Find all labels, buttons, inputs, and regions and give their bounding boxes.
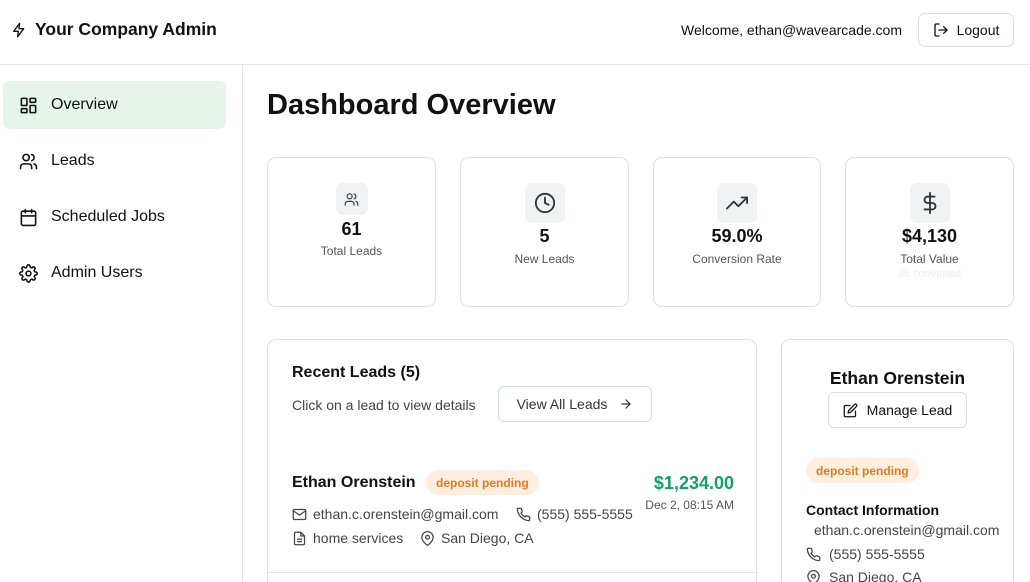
detail-phone: (555) 555-5555 bbox=[806, 546, 925, 562]
lead-row[interactable]: Ethan Orenstein deposit pending $1,234.0… bbox=[268, 452, 758, 573]
stat-label: New Leads bbox=[514, 252, 575, 266]
sidebar-item-scheduled-jobs[interactable]: Scheduled Jobs bbox=[3, 193, 226, 241]
recent-leads-card: Recent Leads (5) Click on a lead to view… bbox=[267, 339, 758, 582]
lead-email: ethan.c.orenstein@gmail.com bbox=[292, 506, 498, 522]
manage-lead-label: Manage Lead bbox=[866, 402, 953, 418]
view-all-label: View All Leads bbox=[516, 396, 608, 412]
bolt-icon bbox=[11, 22, 27, 38]
phone-icon bbox=[806, 547, 821, 562]
lead-location: San Diego, CA bbox=[420, 530, 534, 546]
sidebar-item-admin-users[interactable]: Admin Users bbox=[3, 249, 226, 297]
page-title: Dashboard Overview bbox=[267, 89, 556, 121]
view-all-leads-button[interactable]: View All Leads bbox=[498, 386, 652, 422]
top-bar: Your Company Admin Welcome, ethan@wavear… bbox=[0, 0, 1030, 65]
sidebar-item-label: Admin Users bbox=[51, 264, 143, 281]
gear-icon bbox=[19, 263, 38, 283]
stat-label: Total Leads bbox=[320, 244, 383, 258]
stat-value: 61 bbox=[341, 219, 362, 239]
stat-card-total-value: $4,130 Total Value 36 converted bbox=[845, 157, 1014, 307]
main-content: Dashboard Overview 61 Total Leads 5 New … bbox=[243, 65, 1030, 582]
sidebar-item-overview[interactable]: Overview bbox=[3, 81, 226, 129]
manage-lead-button[interactable]: Manage Lead bbox=[828, 392, 967, 428]
detail-lead-name: Ethan Orenstein bbox=[829, 368, 966, 388]
users-icon bbox=[335, 183, 368, 215]
stat-value: 59.0% bbox=[711, 226, 763, 246]
lead-date: Dec 2, 08:15 AM bbox=[645, 498, 734, 512]
logout-label: Logout bbox=[956, 22, 1000, 38]
edit-icon bbox=[843, 403, 858, 418]
clock-icon bbox=[524, 183, 565, 223]
map-pin-icon bbox=[420, 530, 435, 546]
stat-sub: 36 converted bbox=[897, 268, 962, 280]
sidebar-item-leads[interactable]: Leads bbox=[3, 137, 226, 185]
calendar-icon bbox=[19, 208, 38, 227]
stat-card-total-leads: 61 Total Leads bbox=[267, 157, 436, 307]
lead-amount: $1,234.00 bbox=[653, 473, 734, 493]
sidebar-item-label: Overview bbox=[51, 96, 118, 113]
detail-location: San Diego, CA bbox=[806, 569, 922, 582]
lead-name: Ethan Orenstein bbox=[292, 474, 416, 491]
welcome-text: Welcome, ethan@wavearcade.com bbox=[681, 22, 902, 38]
sidebar: Overview Leads Scheduled Jobs Admin User… bbox=[0, 65, 243, 582]
stat-value: 5 bbox=[539, 226, 550, 246]
dollar-icon bbox=[909, 183, 950, 223]
phone-icon bbox=[516, 507, 531, 522]
dashboard-icon bbox=[19, 96, 38, 115]
stat-card-conversion-rate: 59.0% Conversion Rate bbox=[653, 157, 821, 307]
lead-detail-card: Ethan Orenstein Manage Lead deposit pend… bbox=[781, 339, 1014, 582]
lead-phone: (555) 555-5555 bbox=[516, 506, 633, 522]
sidebar-item-label: Leads bbox=[51, 152, 95, 169]
logout-icon bbox=[933, 22, 949, 38]
map-pin-icon bbox=[806, 569, 821, 582]
stat-value: $4,130 bbox=[901, 226, 958, 246]
recent-leads-subtitle: Click on a lead to view details bbox=[292, 397, 476, 413]
brand-title: Your Company Admin bbox=[35, 19, 217, 39]
brand: Your Company Admin bbox=[11, 19, 217, 40]
stat-label: Conversion Rate bbox=[692, 252, 782, 266]
logout-button[interactable]: Logout bbox=[918, 13, 1014, 47]
recent-leads-title: Recent Leads (5) bbox=[292, 364, 421, 381]
arrow-right-icon bbox=[619, 397, 633, 411]
lead-service: home services bbox=[292, 530, 403, 546]
sidebar-item-label: Scheduled Jobs bbox=[51, 208, 165, 225]
contact-info-title: Contact Information bbox=[806, 502, 939, 518]
stat-card-new-leads: 5 New Leads bbox=[460, 157, 629, 307]
users-icon bbox=[19, 152, 38, 171]
status-badge: deposit pending bbox=[806, 458, 919, 483]
document-icon bbox=[292, 531, 307, 546]
stat-label: Total Value bbox=[900, 252, 959, 266]
trending-up-icon bbox=[717, 183, 757, 223]
detail-email: ethan.c.orenstein@gmail.com bbox=[814, 522, 1000, 538]
mail-icon bbox=[292, 507, 307, 522]
status-badge: deposit pending bbox=[426, 470, 539, 495]
